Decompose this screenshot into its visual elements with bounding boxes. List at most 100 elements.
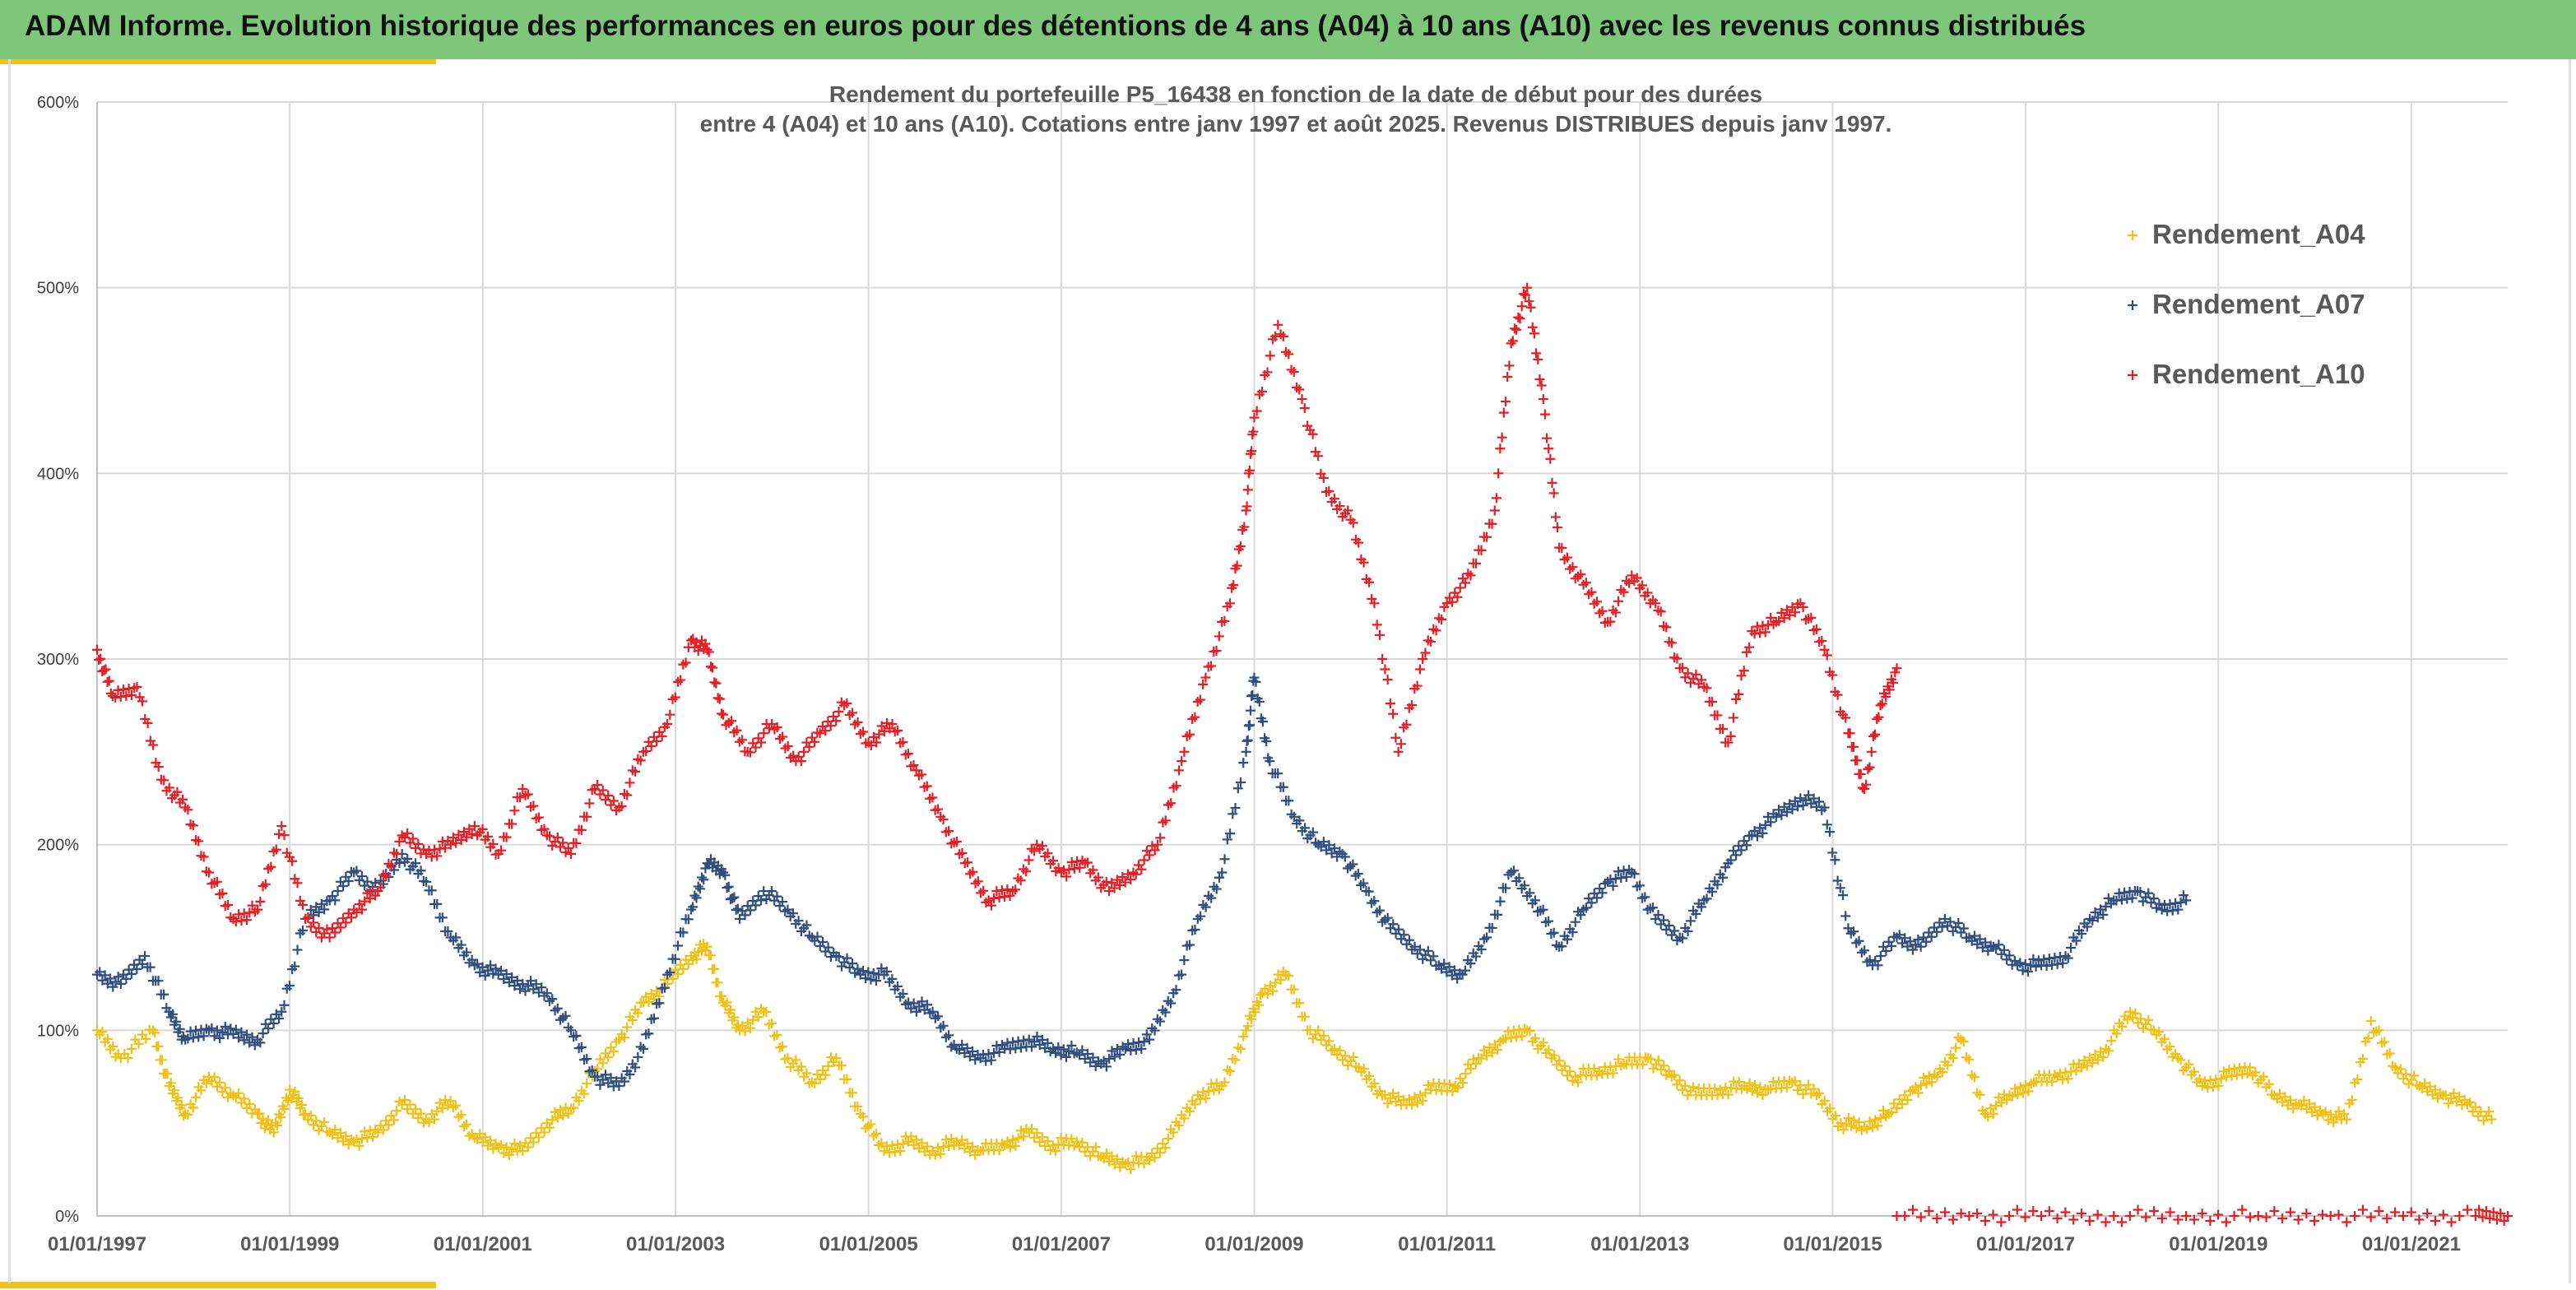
rendement-a10-point [394, 836, 405, 847]
rendement-a10-point [1388, 708, 1399, 719]
rendement-a07-point [1913, 935, 1924, 945]
rendement-a04-point [1294, 998, 1305, 1009]
rendement-a07-point [2004, 950, 2015, 961]
rendement-a07-point [1808, 793, 1819, 804]
rendement-a07-point [833, 952, 844, 963]
rendement-a04-point [761, 1007, 772, 1018]
series-3-point [2470, 1211, 2481, 1221]
rendement-a10-point [1382, 675, 1393, 685]
rendement-a10-point [177, 794, 188, 805]
rendement-a04-point [1126, 1164, 1136, 1175]
rendement-a10-point [1491, 493, 1502, 503]
rendement-a04-point [740, 1026, 750, 1037]
rendement-a10-point [1224, 598, 1235, 609]
rendement-a04-point [1870, 1115, 1881, 1125]
rendement-a10-point [1343, 505, 1353, 516]
rendement-a07-point [1190, 924, 1200, 935]
rendement-a10-point [1313, 451, 1324, 462]
rendement-a10-point [1524, 296, 1534, 307]
rendement-a10-point [1299, 403, 1310, 414]
rendement-a07-point [986, 1055, 996, 1065]
rendement-a04-point [373, 1127, 383, 1138]
rendement-a10-point [1637, 580, 1648, 591]
rendement-a04-point [332, 1133, 343, 1144]
series-3-point [2156, 1213, 2167, 1223]
rendement-a04-point [415, 1108, 426, 1119]
rendement-a10-point [1868, 731, 1878, 742]
rendement-a04-point [1270, 977, 1281, 988]
rendement-a07-point [1273, 768, 1283, 779]
rendement-a04-point [1101, 1148, 1112, 1158]
rendement-a10-point [217, 888, 228, 898]
rendement-a07-point [462, 947, 472, 958]
rendement-a10-point [972, 876, 983, 887]
rendement-a10-point [932, 804, 943, 814]
rendement-a10-point [711, 678, 722, 689]
rendement-a04-point [1358, 1063, 1369, 1074]
rendement-a04-point [2106, 1035, 2117, 1046]
rendement-a07-point [1854, 935, 1864, 946]
rendement-a10-point [708, 662, 718, 673]
rendement-a04-point [842, 1074, 852, 1084]
rendement-a07-point [1774, 805, 1785, 815]
rendement-a10-point [1516, 301, 1527, 312]
rendement-a10-point [1294, 384, 1305, 395]
rendement-a07-point [466, 954, 477, 965]
rendement-a10-point [1239, 522, 1250, 532]
rendement-a07-point [244, 1037, 255, 1048]
rendement-a07-point [1056, 1050, 1066, 1060]
rendement-a07-point [456, 940, 466, 950]
rendement-a10-point [1723, 737, 1734, 748]
rendement-a04-point [263, 1115, 274, 1125]
rendement-a07-point [432, 898, 443, 909]
rendement-a04-point [1407, 1100, 1418, 1111]
rendement-a04-point [2272, 1093, 2282, 1104]
series-3-point [2117, 1217, 2128, 1227]
rendement-a10-point [1511, 324, 1522, 335]
rendement-a07-point [1873, 960, 1883, 971]
rendement-a04-point [2175, 1055, 2186, 1065]
rendement-a10-point [1112, 875, 1122, 885]
rendement-a10-point [702, 644, 712, 655]
rendement-a04-point [1830, 1111, 1840, 1121]
rendement-a07-point [919, 1005, 930, 1015]
rendement-a10-point [247, 900, 258, 911]
rendement-a04-point [2280, 1092, 2291, 1102]
rendement-a10-point [1712, 710, 1723, 721]
rendement-a10-point [1200, 672, 1211, 683]
rendement-a04-point [2379, 1037, 2390, 1047]
rendement-a04-point [1404, 1094, 1414, 1105]
rendement-a04-point [179, 1111, 189, 1121]
rendement-a04-point [1734, 1077, 1744, 1088]
rendement-a04-point [622, 1022, 633, 1032]
rendement-a07-point [630, 1062, 641, 1073]
rendement-a04-point [847, 1088, 857, 1098]
rendement-a07-point [1741, 840, 1752, 851]
rendement-a04-point [1710, 1084, 1720, 1094]
rendement-a04-point [1489, 1039, 1500, 1050]
rendement-a07-point [1211, 884, 1222, 894]
rendement-a10-point [968, 866, 978, 877]
rendement-a07-point [1265, 756, 1275, 767]
rendement-a10-point [518, 783, 528, 794]
rendement-a04-point [2010, 1084, 2021, 1094]
rendement-a10-point [675, 675, 686, 685]
rendement-a07-point [723, 881, 734, 892]
rendement-a04-point [1412, 1097, 1423, 1108]
rendement-a07-point [241, 1029, 252, 1040]
rendement-a07-point [968, 1046, 978, 1056]
rendement-a04-point [335, 1127, 346, 1138]
rendement-a07-point [234, 1032, 244, 1043]
rendement-a07-point [1399, 930, 1409, 940]
rendement-a07-point [443, 926, 453, 936]
series-3-point [2333, 1209, 2344, 1220]
rendement-a07-point [1195, 911, 1206, 921]
rendement-a04-point [1712, 1090, 1723, 1101]
rendement-a04-point [2250, 1067, 2261, 1078]
rendement-a04-point [1149, 1153, 1160, 1163]
rendement-a07-point [857, 966, 868, 977]
rendement-a10-point [375, 882, 386, 893]
rendement-a07-point [693, 881, 703, 892]
series-3-point [2438, 1209, 2448, 1220]
rendement-a07-point [220, 1021, 230, 1032]
